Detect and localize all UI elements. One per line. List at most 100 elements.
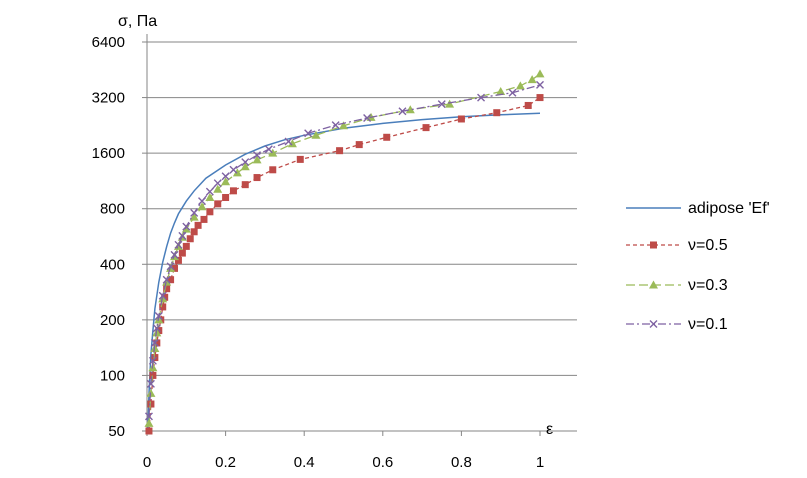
series-1 bbox=[145, 94, 544, 435]
marker-x bbox=[284, 137, 293, 146]
marker-square bbox=[206, 208, 214, 216]
marker-x bbox=[221, 172, 230, 181]
marker-x bbox=[182, 222, 191, 231]
legend: adipose 'Ef' ν=0.5 ν=0.3 ν=0.1 bbox=[626, 200, 770, 333]
series-line bbox=[147, 112, 541, 432]
marker-square bbox=[383, 133, 391, 141]
y-tick-label: 200 bbox=[100, 312, 125, 329]
legend-label: ν=0.1 bbox=[688, 316, 728, 333]
marker-square bbox=[194, 221, 202, 229]
marker-x bbox=[437, 100, 446, 109]
marker-square bbox=[182, 242, 190, 250]
marker-square bbox=[229, 187, 237, 195]
marker-square bbox=[269, 166, 277, 174]
legend-label: ν=0.3 bbox=[688, 277, 728, 294]
y-tick-labels: 50 100 200 400 800 1600 3200 6400 bbox=[92, 34, 125, 440]
marker-triangle bbox=[189, 212, 199, 221]
marker-square bbox=[153, 339, 161, 347]
marker-triangle bbox=[311, 130, 321, 139]
x-axis-label: ε bbox=[546, 421, 553, 438]
marker-x bbox=[144, 412, 153, 421]
marker-x bbox=[304, 129, 313, 138]
marker-x bbox=[649, 320, 658, 328]
marker-x bbox=[170, 250, 179, 259]
marker-square bbox=[147, 400, 155, 408]
marker-x bbox=[174, 240, 183, 249]
x-tick-label: 1 bbox=[536, 454, 544, 471]
marker-square bbox=[151, 354, 159, 362]
marker-triangle bbox=[527, 75, 537, 84]
marker-triangle bbox=[173, 241, 183, 250]
series-3 bbox=[144, 80, 544, 421]
marker-x bbox=[178, 231, 187, 240]
marker-triangle bbox=[287, 139, 297, 148]
marker-triangle bbox=[232, 168, 242, 177]
marker-triangle bbox=[649, 280, 658, 289]
legend-item: adipose 'Ef' bbox=[626, 200, 770, 217]
marker-triangle bbox=[445, 99, 455, 108]
y-tick-label: 3200 bbox=[92, 90, 125, 107]
marker-square bbox=[524, 101, 532, 109]
marker-square bbox=[214, 200, 222, 208]
marker-x bbox=[253, 151, 262, 160]
y-tick-label: 800 bbox=[100, 201, 125, 218]
legend-label: adipose 'Ef' bbox=[688, 200, 770, 217]
marker-square bbox=[457, 115, 465, 123]
x-tick-label: 0.8 bbox=[451, 454, 472, 471]
y-tick-label: 1600 bbox=[92, 145, 125, 162]
x-tick-label: 0.4 bbox=[294, 454, 315, 471]
legend-item: ν=0.3 bbox=[626, 277, 728, 294]
axes bbox=[142, 34, 577, 436]
marker-triangle bbox=[197, 202, 207, 211]
marker-triangle bbox=[496, 87, 506, 96]
y-axis-label: σ, Па bbox=[118, 13, 157, 30]
marker-square bbox=[167, 276, 175, 284]
marker-triangle bbox=[339, 121, 348, 130]
marker-square bbox=[190, 228, 198, 236]
marker-triangle bbox=[405, 105, 415, 114]
y-tick-label: 50 bbox=[108, 423, 125, 440]
marker-square bbox=[222, 194, 230, 202]
marker-square bbox=[149, 371, 157, 379]
y-tick-label: 100 bbox=[100, 367, 125, 384]
marker-square bbox=[336, 147, 344, 155]
legend-label: ν=0.5 bbox=[688, 237, 728, 254]
marker-x bbox=[146, 379, 155, 388]
marker-square bbox=[159, 303, 167, 311]
marker-triangle bbox=[221, 177, 231, 186]
marker-x bbox=[148, 356, 157, 365]
marker-x bbox=[213, 179, 222, 188]
marker-x bbox=[398, 107, 407, 116]
marker-x bbox=[166, 262, 175, 271]
marker-x bbox=[150, 338, 159, 347]
marker-square bbox=[253, 174, 261, 182]
marker-square bbox=[200, 215, 208, 223]
marker-x bbox=[229, 165, 238, 174]
marker-triangle bbox=[213, 184, 223, 193]
marker-x bbox=[508, 88, 517, 97]
y-gridlines bbox=[147, 41, 577, 376]
marker-square bbox=[163, 285, 171, 293]
x-tick-label: 0.6 bbox=[372, 454, 393, 471]
marker-square bbox=[171, 264, 179, 272]
marker-square bbox=[355, 141, 363, 149]
series-0 bbox=[147, 112, 541, 432]
marker-square bbox=[422, 124, 430, 132]
marker-triangle bbox=[268, 148, 278, 157]
marker-square bbox=[536, 94, 544, 102]
series-layer bbox=[144, 69, 545, 435]
marker-x bbox=[152, 324, 161, 333]
marker-square bbox=[178, 249, 186, 257]
x-tick-labels: 0 0.2 0.4 0.6 0.8 1 bbox=[143, 454, 544, 471]
marker-x bbox=[264, 145, 273, 154]
marker-square bbox=[186, 235, 194, 243]
marker-triangle bbox=[205, 193, 215, 202]
marker-triangle bbox=[252, 155, 262, 164]
marker-triangle bbox=[535, 69, 545, 78]
x-tick-label: 0.2 bbox=[215, 454, 236, 471]
marker-square bbox=[241, 181, 249, 189]
marker-triangle bbox=[144, 418, 154, 427]
series-line bbox=[148, 97, 541, 432]
marker-square bbox=[493, 109, 501, 117]
